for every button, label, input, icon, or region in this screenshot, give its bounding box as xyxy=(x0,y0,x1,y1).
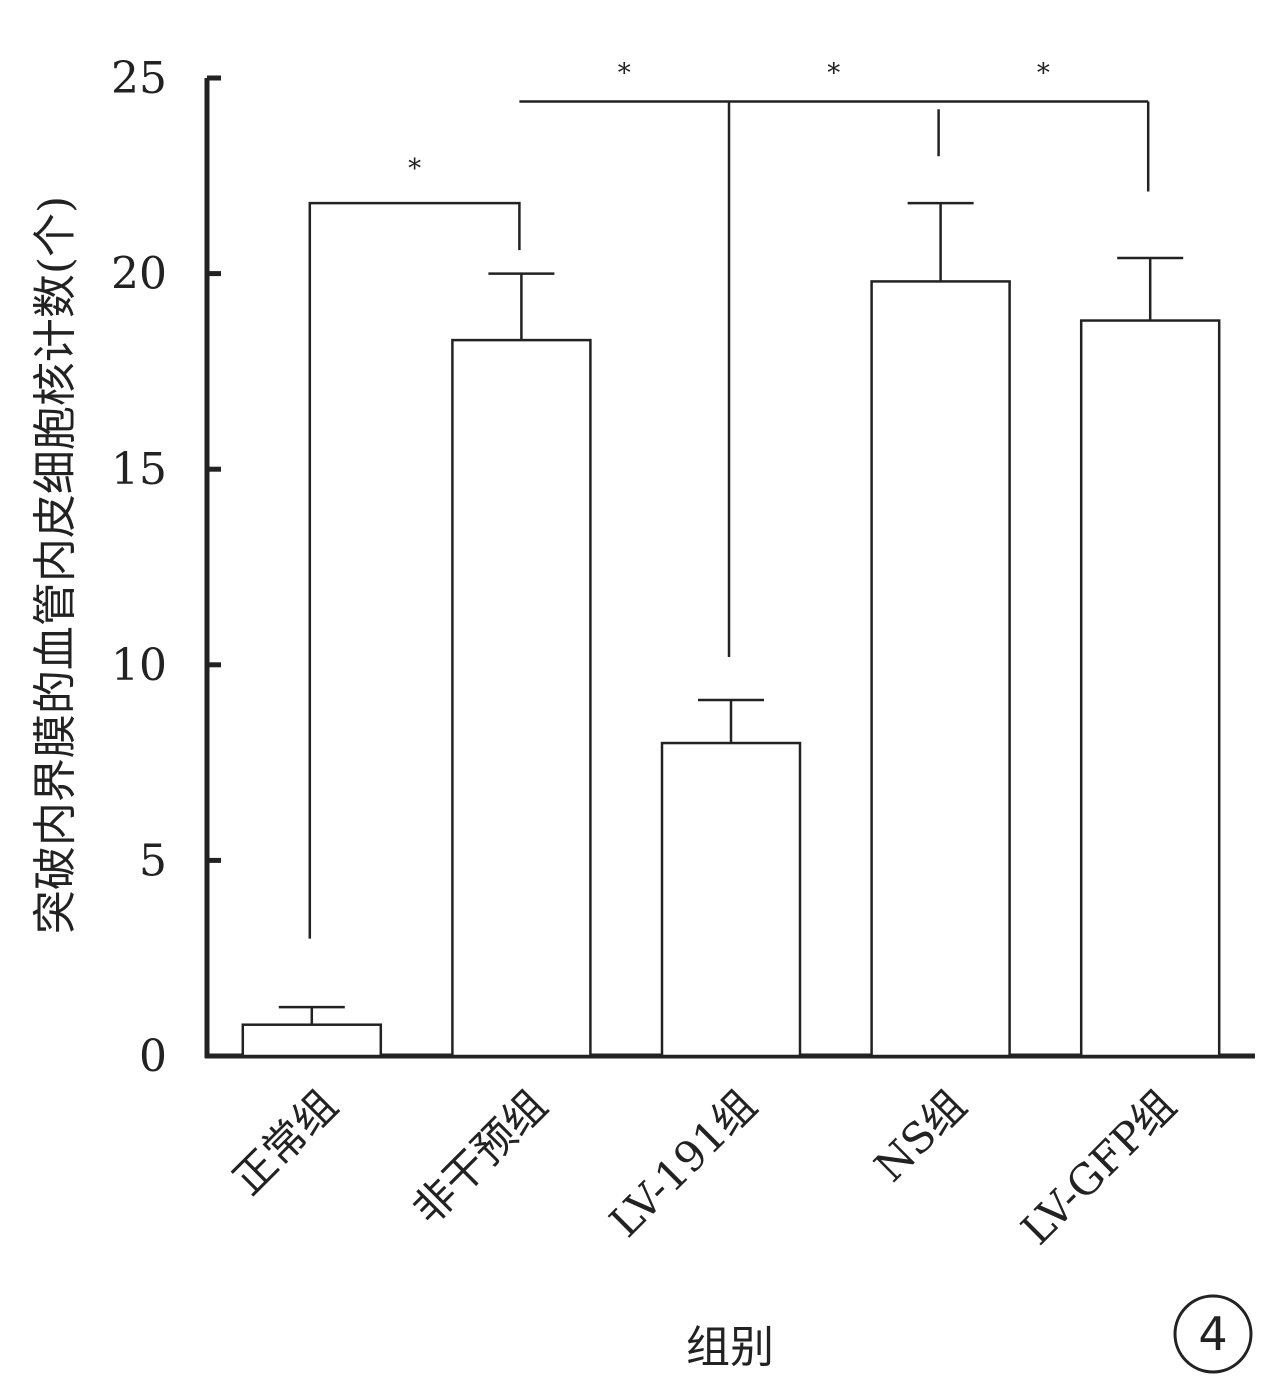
x-tick-label-3: NS组 xyxy=(865,1080,976,1191)
star-2-4: * xyxy=(1037,58,1050,88)
panel-label-text: 4 xyxy=(1198,1307,1227,1361)
bar-3 xyxy=(870,280,1011,1058)
significance-brackets: * * * * xyxy=(308,58,1150,939)
y-tick-label-5: 25 xyxy=(111,53,167,104)
star-2-3: * xyxy=(827,58,840,88)
y-tick-label-0: 0 xyxy=(139,1031,167,1082)
bar-2 xyxy=(660,741,802,1058)
bar-0 xyxy=(241,1023,383,1058)
x-tick-label-1: 非干预组 xyxy=(403,1080,556,1233)
bar-1 xyxy=(451,338,592,1058)
labels: 0 5 10 15 20 25 正常组 非干预组 LV-191组 NS组 LV-GFP组 xyxy=(111,53,1185,1254)
y-tick-label-1: 5 xyxy=(139,835,167,886)
bracket-0-1 xyxy=(308,201,521,939)
bar-4 xyxy=(1079,319,1221,1058)
panel-label: 4 xyxy=(1173,1294,1253,1374)
bars xyxy=(241,201,1221,1058)
y-tick-label-4: 20 xyxy=(111,249,167,300)
x-axis-title: 组别 xyxy=(686,1322,774,1373)
x-tick-label-2: LV-191组 xyxy=(600,1080,766,1246)
x-tick-label-4: LV-GFP组 xyxy=(1012,1080,1186,1254)
x-tick-label-0: 正常组 xyxy=(223,1080,347,1204)
star-1-2: * xyxy=(618,58,631,88)
y-axis-title: 突破内界膜的血管内皮细胞核计数(个) xyxy=(30,196,81,934)
y-tick-label-2: 10 xyxy=(111,640,167,691)
y-tick-label-3: 15 xyxy=(111,444,167,495)
panel-label-circle xyxy=(1173,1294,1253,1374)
star-0-1: * xyxy=(408,154,421,184)
